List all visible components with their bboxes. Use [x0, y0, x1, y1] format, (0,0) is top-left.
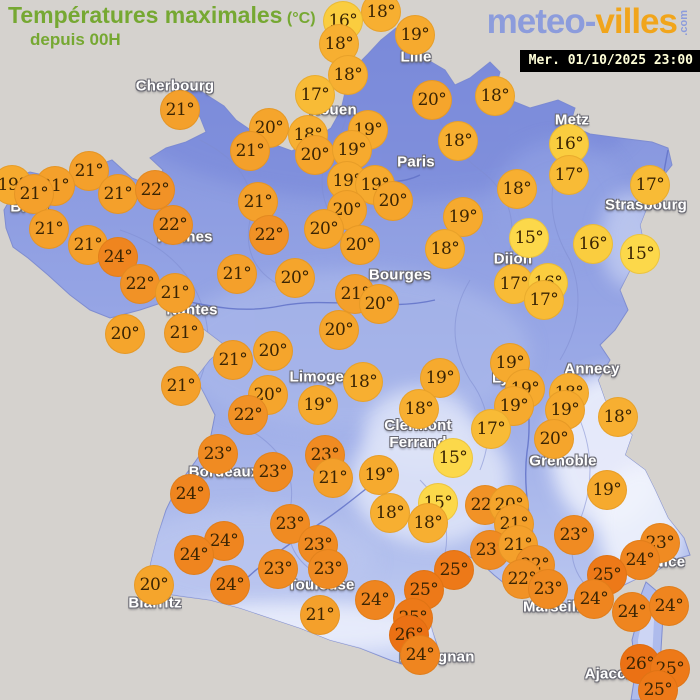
temp-bubble: 23°: [308, 549, 348, 589]
temp-bubble: 19°: [359, 455, 399, 495]
temp-bubble: 20°: [275, 258, 315, 298]
temp-bubble: 21°: [230, 131, 270, 171]
temp-bubble: 20°: [295, 135, 335, 175]
temp-bubble: 16°: [549, 124, 589, 164]
temp-bubble: 22°: [228, 395, 268, 435]
temp-bubble: 20°: [304, 209, 344, 249]
temp-bubble: 23°: [270, 504, 310, 544]
city-label: Bourges: [368, 266, 432, 284]
temp-bubble: 20°: [134, 565, 174, 605]
header: Températures maximales (°C) depuis 00H: [8, 2, 316, 50]
temp-bubble: 21°: [217, 254, 257, 294]
city-label: Cherbourg: [135, 77, 215, 95]
city-label: Annecy: [564, 360, 620, 378]
temp-bubble: 21°: [160, 90, 200, 130]
logo-part-meteo: meteo-: [486, 2, 597, 41]
temp-bubble: 19°: [298, 385, 338, 425]
temp-bubble: 24°: [210, 565, 250, 605]
temp-bubble: 18°: [408, 503, 448, 543]
temp-bubble: 18°: [598, 397, 638, 437]
page-subtitle: depuis 00H: [30, 30, 121, 49]
temp-bubble: 17°: [471, 409, 511, 449]
logo-part-villes: villes: [595, 2, 678, 41]
temp-bubble: 21°: [29, 209, 69, 249]
temp-bubble: 20°: [359, 284, 399, 324]
temp-bubble: 18°: [328, 55, 368, 95]
page-title: Températures maximales: [8, 2, 283, 28]
temp-bubble: 18°: [399, 389, 439, 429]
temp-bubble: 25°: [638, 670, 678, 700]
temp-bubble: 21°: [300, 595, 340, 635]
temp-bubble: 18°: [497, 169, 537, 209]
temp-bubble: 21°: [213, 340, 253, 380]
temp-bubble: 23°: [198, 434, 238, 474]
city-label: Paris: [397, 153, 435, 171]
temp-bubble: 21°: [14, 174, 54, 214]
temp-bubble: 22°: [120, 264, 160, 304]
temp-bubble: 22°: [153, 205, 193, 245]
temp-bubble: 22°: [249, 215, 289, 255]
temp-bubble: 24°: [649, 586, 689, 626]
temp-bubble: 20°: [340, 225, 380, 265]
temp-bubble: 21°: [161, 366, 201, 406]
temp-bubble: 23°: [554, 515, 594, 555]
city-label: Limoges: [289, 368, 353, 386]
temp-bubble: 21°: [164, 313, 204, 353]
temp-bubble: 18°: [438, 121, 478, 161]
temp-bubble: 18°: [343, 362, 383, 402]
logo-dotcom: .com: [678, 10, 690, 36]
temp-bubble: 21°: [98, 174, 138, 214]
temp-bubble: 25°: [434, 550, 474, 590]
temp-bubble: 15°: [433, 438, 473, 478]
temp-bubble: 23°: [253, 452, 293, 492]
temp-bubble: 18°: [361, 0, 401, 32]
temp-bubble: 15°: [509, 218, 549, 258]
temp-bubble: 24°: [174, 535, 214, 575]
temp-bubble: 17°: [524, 280, 564, 320]
temp-bubble: 19°: [395, 15, 435, 55]
temp-bubble: 18°: [425, 229, 465, 269]
temp-bubble: 20°: [319, 310, 359, 350]
temp-bubble: 18°: [475, 76, 515, 116]
temp-bubble: 17°: [295, 75, 335, 115]
temp-bubble: 24°: [355, 580, 395, 620]
temp-bubble: 17°: [549, 155, 589, 195]
temp-bubble: 16°: [573, 224, 613, 264]
temp-bubble: 20°: [105, 314, 145, 354]
temp-bubble: 22°: [135, 170, 175, 210]
temp-bubble: 15°: [620, 234, 660, 274]
temp-bubble: 24°: [574, 579, 614, 619]
temp-bubble: 23°: [528, 569, 568, 609]
temp-bubble: 20°: [534, 419, 574, 459]
temp-bubble: 24°: [612, 592, 652, 632]
datestamp: Mer. 01/10/2025 23:00: [519, 50, 700, 72]
temp-bubble: 20°: [373, 181, 413, 221]
temp-bubble: 17°: [630, 165, 670, 205]
temp-bubble: 23°: [258, 549, 298, 589]
temp-bubble: 24°: [400, 635, 440, 675]
temp-bubble: 21°: [155, 273, 195, 313]
temp-bubble: 19°: [587, 470, 627, 510]
title-unit: (°C): [286, 10, 316, 27]
city-label: Strasbourg: [604, 196, 688, 214]
meteo-villes-logo[interactable]: meteo-villes .com: [487, 2, 690, 42]
temp-bubble: 21°: [313, 458, 353, 498]
temp-bubble: 24°: [170, 474, 210, 514]
temp-bubble: 18°: [370, 493, 410, 533]
temp-bubble: 20°: [253, 331, 293, 371]
temp-bubble: 20°: [412, 80, 452, 120]
